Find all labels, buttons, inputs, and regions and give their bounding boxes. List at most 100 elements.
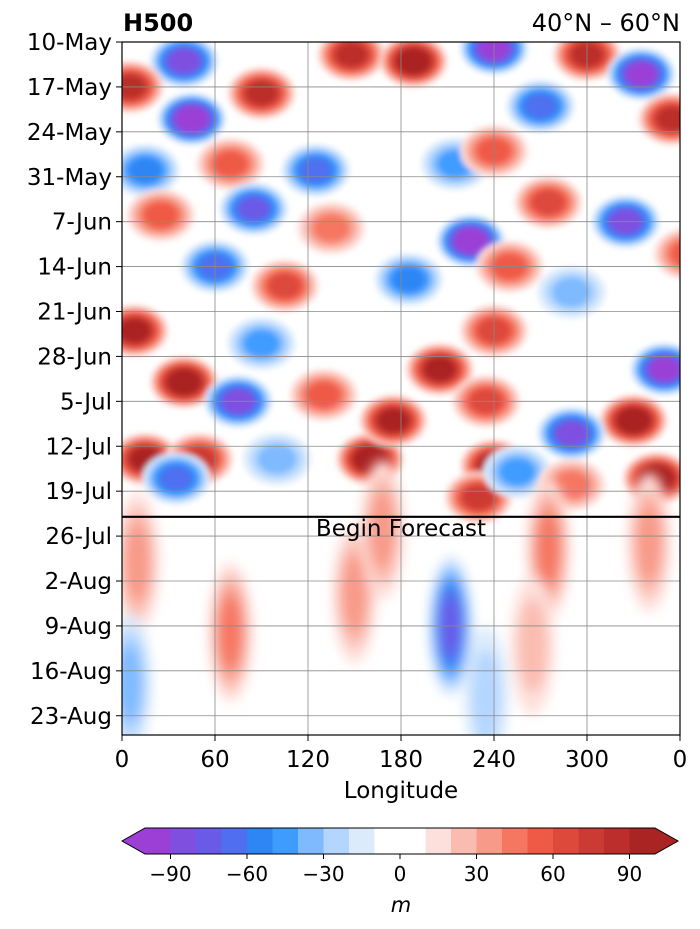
anomaly-contour <box>556 422 587 445</box>
colorbar-tick-label: 60 <box>540 862 565 886</box>
anomaly-contour <box>160 466 192 491</box>
y-tick-label: 31-May <box>27 165 112 191</box>
anomaly-contour <box>169 50 199 73</box>
colorbar-tick-label: 30 <box>464 862 489 886</box>
y-tick-label: 24-May <box>27 120 112 146</box>
anomaly-contour <box>122 643 143 724</box>
x-tick-label: 120 <box>286 747 330 773</box>
anomaly-contour <box>517 597 548 693</box>
y-tick-label: 19-Jul <box>45 479 112 505</box>
colorbar: −90 −60 −30 0 30 60 90 <box>120 827 680 886</box>
anomaly-contour <box>177 108 206 130</box>
anomaly-contour <box>269 273 301 298</box>
colorbar-segment <box>476 828 503 854</box>
x-tick-label: 60 <box>200 747 229 773</box>
anomaly-contour <box>369 489 395 570</box>
anomaly-contour <box>619 409 648 432</box>
y-tick-label: 14-Jun <box>37 255 112 281</box>
anomaly-contour <box>122 319 149 342</box>
y-tick-label: 2-Aug <box>45 569 112 595</box>
colorbar-segment <box>323 828 350 854</box>
y-tick-label: 21-Jun <box>37 300 112 326</box>
x-tick-label: 0 <box>115 747 130 773</box>
anomaly-contour <box>144 202 178 228</box>
anomaly-contour <box>125 522 150 602</box>
anomaly-contour <box>499 458 535 486</box>
colorbar-tick-label: 90 <box>617 862 642 886</box>
x-axis-label: Longitude <box>344 778 458 804</box>
colorbar-tick-label: 0 <box>394 862 407 886</box>
colorbar-label: m <box>391 893 411 917</box>
colorbar-segment <box>527 828 554 854</box>
anomaly-contour <box>657 107 680 131</box>
colorbar-extend-max <box>655 828 678 854</box>
anomaly-contour <box>238 197 269 221</box>
colorbar-segment <box>221 828 248 854</box>
anomaly-contour <box>552 277 591 307</box>
anomaly-contour <box>378 409 408 432</box>
anomaly-contour <box>456 230 485 252</box>
colorbar-segment <box>298 828 324 854</box>
x-axis: 0 60 120 180 240 300 0 <box>115 735 688 773</box>
colorbar-tick-label: −30 <box>302 862 344 886</box>
y-tick-label: 9-Aug <box>45 614 112 640</box>
colorbar-segment <box>374 828 426 854</box>
colorbar-segment <box>604 828 630 854</box>
x-tick-label: 300 <box>565 747 609 773</box>
x-tick-label: 0 <box>673 747 688 773</box>
anomaly-contour <box>671 242 680 265</box>
anomaly-contour <box>219 596 242 669</box>
anomaly-contour <box>244 330 279 357</box>
anomaly-contour <box>313 214 349 242</box>
y-tick-label: 28-Jun <box>37 344 112 370</box>
colorbar-segment <box>553 828 579 854</box>
x-tick-label: 180 <box>379 747 423 773</box>
colorbar-segment <box>451 828 477 854</box>
y-tick-label: 7-Jun <box>52 210 112 236</box>
anomaly-contour <box>650 358 679 381</box>
colorbar-segment <box>145 828 171 854</box>
anomaly-contour <box>300 158 332 183</box>
y-tick-label: 10-May <box>27 30 112 56</box>
colorbar-segment <box>502 828 528 854</box>
y-tick-label: 16-Aug <box>30 659 112 685</box>
colorbar-segment <box>349 828 375 854</box>
colorbar-tick-label: −60 <box>226 862 268 886</box>
anomaly-contour <box>536 513 560 585</box>
anomaly-contour <box>342 554 367 634</box>
y-axis: 10-May 17-May 24-May 31-May 7-Jun 14-Jun 21-Ju… <box>27 30 122 730</box>
y-tick-label: 17-May <box>27 75 112 101</box>
anomaly-contour <box>636 502 662 583</box>
anomaly-contour <box>336 43 367 67</box>
x-tick-label: 240 <box>472 747 516 773</box>
y-tick-label: 12-Jul <box>45 434 112 460</box>
y-tick-label: 5-Jul <box>60 389 112 415</box>
y-tick-label: 23-Aug <box>30 704 112 730</box>
anomaly-contour <box>392 266 426 292</box>
colorbar-extend-min <box>122 828 145 854</box>
anomaly-contour <box>128 157 162 183</box>
anomaly-contour <box>257 444 297 474</box>
anomaly-contour <box>463 486 494 510</box>
anomaly-contour <box>169 371 199 393</box>
chart-title: H500 <box>123 9 193 37</box>
colorbar-outline <box>120 827 680 855</box>
forecast-annotation: Begin Forecast <box>316 516 486 542</box>
chart-subtitle: 40°N – 60°N <box>532 9 680 37</box>
anomaly-contour <box>626 63 656 86</box>
colorbar-segment <box>578 828 605 854</box>
colorbar-tick-label: −90 <box>149 862 191 886</box>
anomaly-contour <box>425 358 455 381</box>
anomaly-contour <box>399 50 428 73</box>
anomaly-contour <box>214 151 247 177</box>
y-tick-label: 26-Jul <box>45 524 112 550</box>
colorbar-segment <box>170 828 197 854</box>
anomaly-contour <box>246 82 277 105</box>
colorbar-segment <box>247 828 273 854</box>
colorbar-segment <box>425 828 452 854</box>
colorbar-segment <box>196 828 222 854</box>
anomaly-contour <box>471 649 502 735</box>
anomaly-contour <box>532 190 564 215</box>
colorbar-segment <box>272 828 299 854</box>
